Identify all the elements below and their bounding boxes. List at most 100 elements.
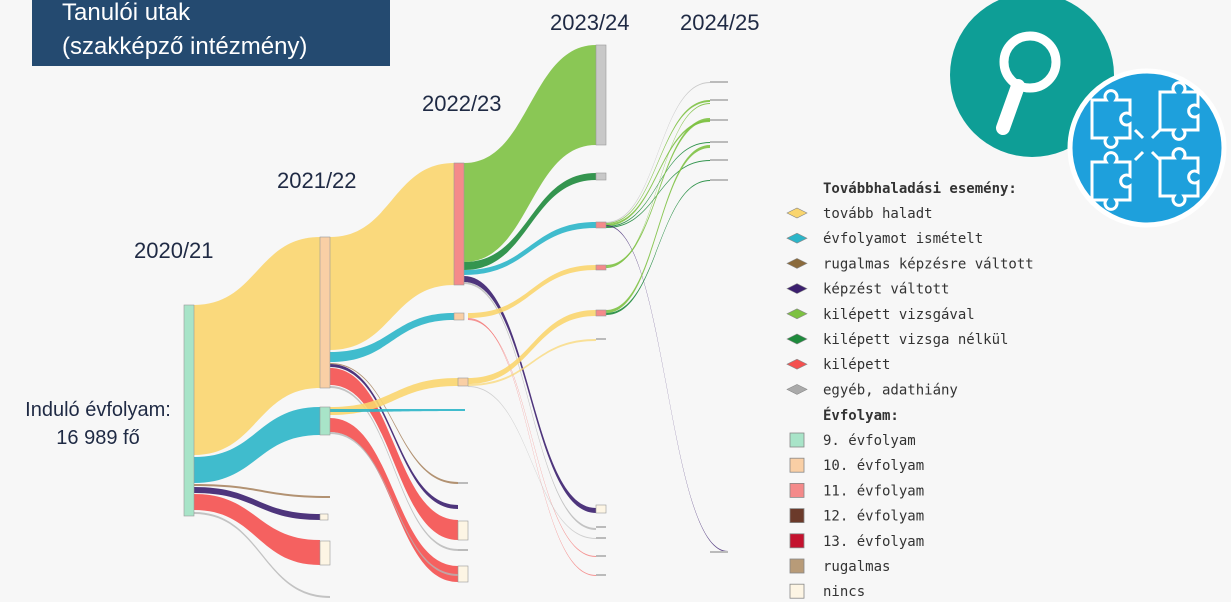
flow xyxy=(606,82,710,223)
flow xyxy=(194,484,330,498)
flow xyxy=(464,282,596,530)
legend-swatch xyxy=(789,457,805,473)
year-label: 2022/23 xyxy=(422,91,502,116)
node xyxy=(457,565,469,583)
legend-diamond xyxy=(786,358,808,370)
flow xyxy=(330,313,454,362)
node xyxy=(595,221,607,229)
legend-label: kilépett vizsgával xyxy=(823,307,975,323)
icons xyxy=(950,0,1227,228)
flow xyxy=(468,318,596,576)
legend-diamond xyxy=(786,283,808,294)
flow xyxy=(330,378,458,415)
flow xyxy=(194,487,320,520)
flow xyxy=(464,173,596,270)
end-node xyxy=(596,574,606,576)
flow xyxy=(330,363,458,484)
legend-diamond xyxy=(786,384,808,395)
legend: Továbbhaladási esemény: Évfolyam: tovább… xyxy=(786,181,1034,600)
year-label: 2021/22 xyxy=(277,168,357,193)
node xyxy=(595,504,607,514)
flow xyxy=(606,180,710,315)
legend-label: kilépett vizsga nélkül xyxy=(823,332,1008,348)
legend-label: 12. évfolyam xyxy=(823,509,924,525)
legend-label: tovább haladt xyxy=(823,206,933,222)
magnifier-handle xyxy=(996,79,1025,135)
legend-label: 10. évfolyam xyxy=(823,458,924,474)
legend-label: rugalmas képzésre váltott xyxy=(823,256,1034,272)
end-node xyxy=(596,338,606,340)
legend-swatch xyxy=(789,583,805,599)
end-node xyxy=(458,482,468,484)
flow xyxy=(330,368,458,540)
flow xyxy=(468,319,596,557)
legend-diamond xyxy=(786,207,808,219)
end-node xyxy=(596,526,606,528)
puzzle xyxy=(1090,81,1200,211)
legend-swatch xyxy=(789,558,805,574)
start-label: Induló évfolyam: xyxy=(25,399,171,421)
flow xyxy=(330,364,458,509)
magnifier xyxy=(999,31,1061,93)
year-label: 2024/25 xyxy=(680,10,760,35)
legend-label: évfolyamot ismételt xyxy=(823,231,983,247)
start-label: 16 989 fő xyxy=(56,427,139,449)
end-node xyxy=(458,549,468,551)
legend-swatch xyxy=(789,533,805,549)
legend-swatch xyxy=(789,482,805,498)
legend-swatch xyxy=(789,432,805,448)
flow xyxy=(606,142,710,227)
node xyxy=(595,44,607,146)
flow xyxy=(330,418,458,582)
legend-label: 9. évfolyam xyxy=(823,433,916,449)
end-node xyxy=(710,119,728,121)
legend-label: 11. évfolyam xyxy=(823,483,924,499)
flow xyxy=(330,432,458,576)
legend-title: Évfolyam: xyxy=(823,407,899,424)
legend-label: rugalmas xyxy=(823,559,890,575)
title-line: Tanulói utak xyxy=(62,0,191,26)
legend-label: kilépett xyxy=(823,357,890,373)
end-node xyxy=(710,551,728,553)
flow xyxy=(194,494,320,565)
flow xyxy=(464,45,596,262)
node xyxy=(595,309,607,317)
node xyxy=(457,377,469,387)
flow xyxy=(468,310,596,384)
legend-label: képzést váltott xyxy=(823,282,949,298)
end-node xyxy=(710,179,728,181)
node xyxy=(595,264,607,271)
legend-swatch xyxy=(789,508,805,524)
flow xyxy=(194,407,320,483)
legend-diamond xyxy=(786,333,808,345)
year-label: 2023/24 xyxy=(550,10,630,35)
node xyxy=(453,162,465,286)
node xyxy=(457,520,469,541)
node xyxy=(453,312,465,321)
end-node xyxy=(596,555,606,557)
node xyxy=(319,513,329,521)
flow xyxy=(468,386,596,539)
icon-circle xyxy=(950,0,1114,157)
icon-circle xyxy=(1067,68,1227,228)
legend-diamond xyxy=(786,232,808,244)
flow xyxy=(606,100,710,224)
flow xyxy=(464,276,596,513)
flow xyxy=(606,145,710,313)
flow xyxy=(330,386,458,551)
flow xyxy=(468,339,596,386)
title-line: (szakképző intézmény) xyxy=(62,33,307,60)
flow xyxy=(606,118,710,267)
node xyxy=(319,406,331,436)
legend-label: 13. évfolyam xyxy=(823,534,924,550)
flow xyxy=(606,225,728,552)
legend-diamond xyxy=(786,258,808,269)
end-node xyxy=(710,99,728,101)
flow xyxy=(330,163,454,350)
sankey-flows xyxy=(183,44,728,598)
node xyxy=(319,236,331,389)
end-node xyxy=(710,141,728,143)
flow xyxy=(194,237,320,455)
title-box xyxy=(32,0,390,66)
